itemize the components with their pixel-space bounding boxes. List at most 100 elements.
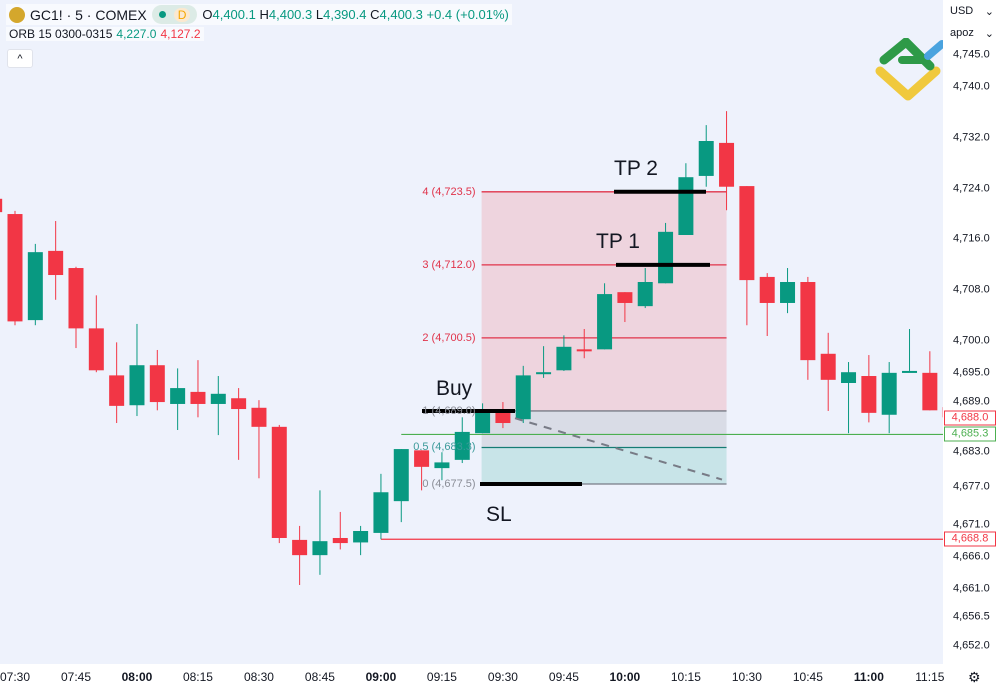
candle: [312, 490, 328, 575]
candlestick-chart[interactable]: [0, 0, 943, 664]
time-axis-label: 07:30: [0, 670, 31, 684]
candle: [434, 452, 450, 481]
market-status-badge[interactable]: D: [151, 5, 198, 24]
candle: [475, 403, 491, 434]
time-axis-label: 08:45: [304, 670, 335, 684]
indicator-legend[interactable]: ORB 15 0300-0315 4,227.0 4,127.2: [6, 27, 204, 41]
price-axis-label: 4,708.0: [953, 283, 990, 296]
candle: [597, 283, 613, 350]
candle: [515, 365, 531, 424]
chart-settings-gear-icon[interactable]: ⚙: [968, 669, 981, 685]
candle: [698, 125, 714, 187]
tp1-annotation: TP 1: [596, 230, 640, 253]
buy-annotation: Buy: [436, 377, 473, 400]
time-axis-label: 11:15: [915, 670, 945, 684]
candle-body: [841, 372, 857, 384]
time-axis[interactable]: [0, 664, 1000, 688]
candle-body: [48, 250, 64, 276]
candle-body: [475, 412, 491, 434]
dashed-trade-path: [514, 417, 723, 481]
position-level-label: 1 (4,689.0): [422, 404, 476, 417]
candle-body: [454, 431, 470, 460]
candle: [332, 511, 348, 550]
candle: [271, 424, 287, 544]
candle-body: [597, 294, 613, 350]
candle-body: [129, 365, 145, 406]
price-tag: 4,685.3: [944, 426, 996, 442]
candle-body: [881, 372, 897, 415]
candle-body: [393, 449, 409, 502]
brand-logo-icon: [875, 38, 946, 101]
time-axis-label: 09:30: [487, 670, 518, 684]
candle: [373, 473, 389, 540]
sl-annotation: SL: [486, 503, 512, 526]
candle: [576, 329, 592, 359]
time-axis-label: 10:45: [792, 670, 823, 684]
high-value: 4,400.3: [268, 7, 313, 22]
candle-body: [88, 328, 104, 371]
candle-body: [536, 372, 552, 375]
market-open-dot-icon: [158, 11, 166, 18]
candle-body: [210, 393, 226, 404]
candle: [922, 351, 938, 411]
symbol-title[interactable]: GC1! · 5 · COMEX: [30, 6, 147, 23]
chart-pane[interactable]: Buy SL TP 1 TP 2 4 (4,723.5) 3 (4,712.0) 2…: [0, 0, 946, 664]
candle-body: [922, 372, 938, 411]
candle: [68, 266, 84, 349]
data-delay-badge: D: [173, 7, 191, 22]
candle-body: [251, 407, 267, 427]
price-axis-label: 4,677.0: [953, 480, 990, 493]
price-axis-label: 4,661.0: [953, 582, 990, 595]
candle-body: [149, 365, 165, 403]
scale-dropdown[interactable]: apoz ⌄: [947, 24, 997, 44]
candle-body: [170, 388, 186, 404]
candle-body: [190, 391, 206, 404]
chevron-down-icon: ⌄: [984, 28, 994, 40]
candle-body: [353, 531, 369, 543]
candle-body: [312, 541, 328, 556]
price-axis-label: 4,656.5: [953, 610, 990, 623]
candle-body: [637, 282, 653, 307]
position-level-label: 0.5 (4,683.3): [413, 441, 476, 454]
candle-body: [678, 177, 694, 236]
low-value: 4,390.4: [323, 7, 367, 22]
candle-body: [292, 539, 308, 556]
candle-body: [515, 375, 531, 420]
price-axis-label: 4,724.0: [953, 182, 990, 195]
candle-body: [0, 198, 3, 213]
candle: [414, 450, 430, 491]
time-axis-label: 10:00: [609, 670, 641, 684]
currency-dropdown[interactable]: USD ⌄: [947, 2, 997, 22]
candle-body: [332, 537, 348, 544]
candle: [454, 417, 470, 464]
candle: [88, 295, 104, 373]
candle: [739, 186, 755, 326]
position-level-label: 4 (4,723.5): [422, 185, 476, 198]
candle-body: [698, 140, 714, 176]
candle: [109, 342, 125, 424]
candle-body: [414, 450, 430, 467]
candle: [129, 323, 145, 417]
candle: [780, 268, 796, 314]
price-tag: 4,688.0: [944, 410, 996, 426]
candle: [27, 243, 43, 326]
candle: [759, 273, 775, 336]
candle: [190, 360, 206, 418]
candle: [820, 332, 836, 411]
candle-body: [495, 412, 511, 424]
symbol-legend[interactable]: GC1! · 5 · COMEX D O4,400.1 H4,400.3 L4,…: [6, 4, 512, 25]
candle-body: [68, 268, 84, 329]
position-level-label: 3 (4,712.0): [422, 258, 476, 271]
time-axis-label: 09:45: [548, 670, 579, 684]
price-axis[interactable]: [943, 0, 1000, 664]
candle-body: [271, 426, 287, 538]
candle: [841, 362, 857, 434]
collapse-legend-button[interactable]: ^: [7, 49, 33, 68]
candle: [495, 402, 511, 429]
candle-body: [800, 282, 816, 361]
time-axis-label: 08:30: [243, 670, 274, 684]
stop-zone-lower: [481, 447, 727, 484]
candle-body: [556, 346, 572, 371]
open-value: 4,400.1: [212, 7, 256, 22]
ohlc-values: O4,400.1 H4,400.3 L4,390.4 C4,400.3 +0.4…: [202, 7, 509, 22]
